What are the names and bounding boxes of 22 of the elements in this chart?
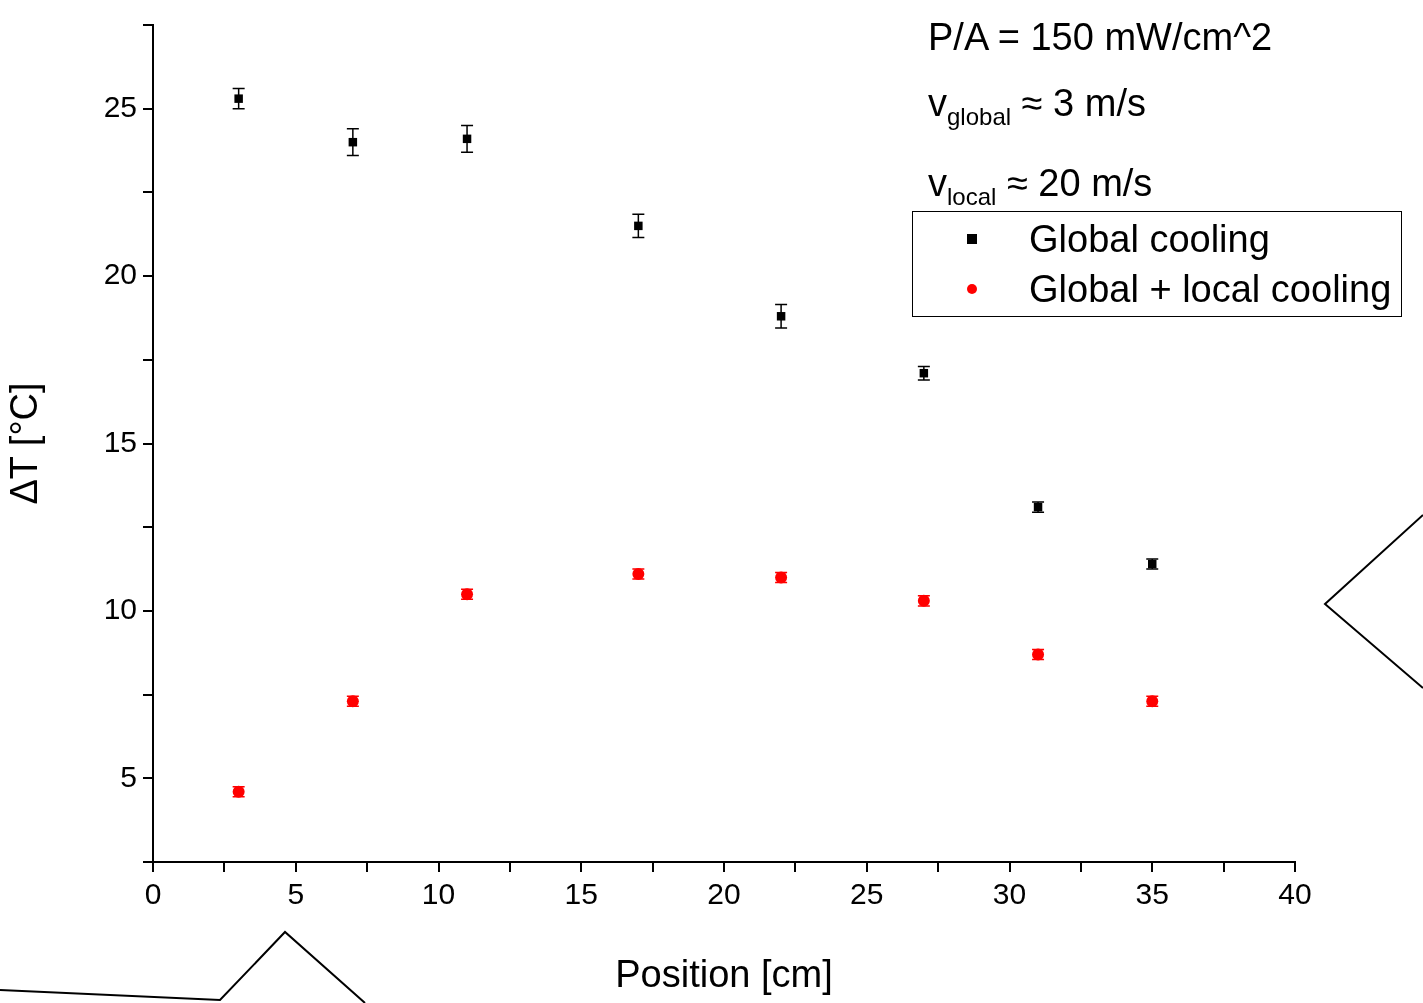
- x-tick-label: 5: [287, 877, 305, 911]
- y-tick-label: 25: [103, 89, 137, 123]
- x-tick-label: 0: [144, 877, 162, 911]
- x-tick-label: 30: [992, 877, 1027, 911]
- y-tick-label: 15: [103, 424, 137, 458]
- x-axis-title: Position [cm]: [615, 952, 833, 995]
- x-tick-label: 40: [1278, 877, 1312, 911]
- y-tick-label: 5: [120, 759, 137, 793]
- annotation: v$_{global}$ ≈ 3 m/s: [928, 81, 1147, 132]
- annotation: P/A = 150 mW/cm^2: [928, 15, 1273, 60]
- legend-label: Global cooling: [1028, 217, 1271, 262]
- point: [234, 94, 243, 103]
- x-tick-label: 35: [1135, 877, 1169, 911]
- y-tick-label: 10: [103, 592, 137, 626]
- x-tick-label: 20: [707, 877, 741, 911]
- x-tick-label: 15: [564, 877, 598, 911]
- y-tick-label: 20: [103, 257, 137, 291]
- x-tick-label: 10: [421, 877, 456, 911]
- y-axis-title: ΔT [°C]: [3, 382, 46, 505]
- x-tick-label: 25: [850, 877, 884, 911]
- annotation: v$_{local}$ ≈ 20 m/s: [928, 161, 1153, 210]
- legend-label: Global + local cooling: [1028, 267, 1392, 312]
